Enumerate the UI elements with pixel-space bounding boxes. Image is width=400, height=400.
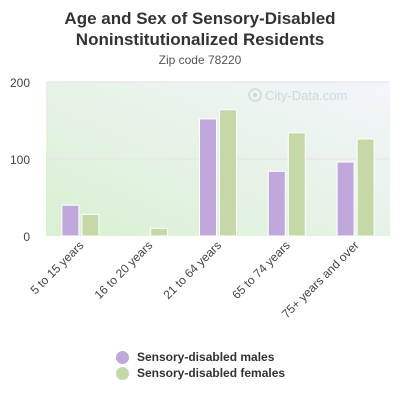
- y-tick-label: 100: [10, 153, 30, 167]
- legend-swatch-males: [116, 350, 129, 364]
- legend-swatch-females: [116, 366, 129, 380]
- bar-males: [199, 118, 217, 237]
- y-tick-label: 0: [23, 230, 30, 244]
- bar-females: [219, 109, 237, 237]
- bar-males: [336, 161, 355, 237]
- x-tick-label: 21 to 64 years: [160, 238, 224, 302]
- watermark-text: City-Data.com: [265, 88, 347, 103]
- chart-title: Age and Sex of Sensory-Disabled Noninsti…: [64, 9, 336, 49]
- bar-females: [150, 227, 169, 237]
- bar-males: [61, 204, 80, 237]
- legend-item-males: Sensory-disabled males: [116, 349, 285, 365]
- legend-label-males: Sensory-disabled males: [137, 350, 275, 364]
- y-tick-label: 200: [10, 76, 30, 90]
- chart-subtitle: Zip code 78220: [158, 53, 242, 67]
- x-tick-label: 16 to 20 years: [92, 238, 156, 302]
- legend-label-females: Sensory-disabled females: [137, 366, 286, 380]
- x-tick-label: 75+ years and over: [279, 238, 362, 321]
- bar-females: [356, 138, 375, 237]
- bar-females: [287, 132, 306, 237]
- watermark: City-Data.com: [248, 88, 347, 103]
- x-tick-label: 5 to 15 years: [28, 238, 87, 297]
- bar-males: [267, 170, 286, 237]
- bar-chart: City-Data.com 0 100 200 5 to 15 years 16 to…: [10, 76, 390, 321]
- legend: Sensory-disabled males Sensory-disabled …: [116, 349, 285, 381]
- x-tick-label: 65 to 74 years: [229, 238, 293, 302]
- legend-item-females: Sensory-disabled females: [116, 365, 285, 381]
- bar-females: [81, 213, 100, 237]
